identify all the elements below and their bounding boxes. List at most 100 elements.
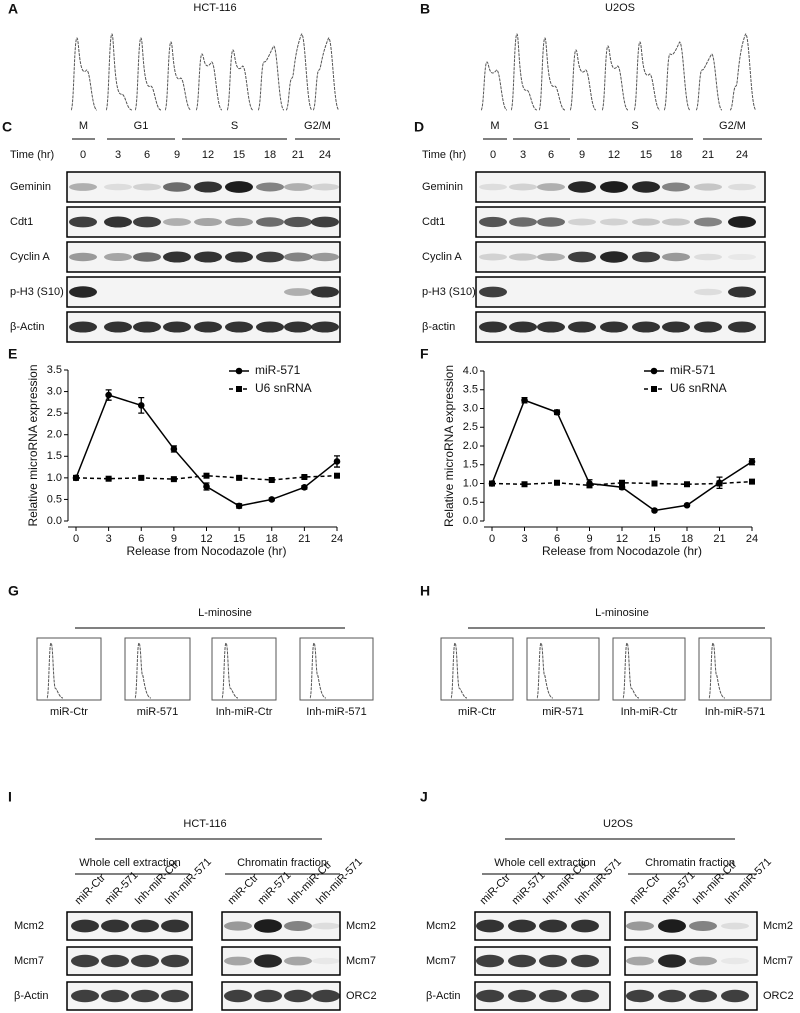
x-tick-label: 12 xyxy=(616,533,628,545)
blot-band xyxy=(284,216,312,228)
blot-band xyxy=(476,989,504,1003)
panel-label: H xyxy=(420,583,430,599)
time-label: Time (hr) xyxy=(10,149,54,161)
panel-label: D xyxy=(414,119,424,135)
blot-band xyxy=(626,956,654,966)
blot-band xyxy=(284,989,312,1003)
flow-box xyxy=(612,637,686,701)
flow-histogram xyxy=(221,642,239,699)
panel-label: F xyxy=(420,346,429,362)
legend-marker xyxy=(236,386,242,392)
blot-band xyxy=(721,922,749,930)
blot-band xyxy=(101,989,129,1003)
blot-band xyxy=(662,182,690,192)
y-tick-label: 4.0 xyxy=(463,365,478,377)
flow-histogram xyxy=(164,41,192,111)
blot-band xyxy=(537,217,565,227)
blot-band xyxy=(312,957,340,965)
phase-label: M xyxy=(79,120,88,132)
blot-band xyxy=(284,921,312,931)
flow-histogram xyxy=(134,37,162,111)
blot-band xyxy=(568,321,596,333)
group-label: Chromatin fraction xyxy=(237,857,327,869)
lane-label: miR-Ctr xyxy=(478,872,514,908)
flow-histogram xyxy=(536,642,554,699)
blot-band xyxy=(728,183,756,191)
blot-row-label: Geminin xyxy=(10,181,51,193)
blot-band xyxy=(632,181,660,193)
data-point xyxy=(170,476,177,483)
x-tick-label: 24 xyxy=(331,533,343,545)
series-line xyxy=(491,399,753,512)
condition-label: Inh-miR-Ctr xyxy=(621,706,678,718)
blot-band xyxy=(694,288,722,296)
time-point: 12 xyxy=(608,149,620,161)
blot-band xyxy=(71,954,99,968)
blot-row-label: Cdt1 xyxy=(10,216,33,228)
blot-band xyxy=(163,251,191,263)
blot-band xyxy=(284,183,312,191)
time-point: 0 xyxy=(490,149,496,161)
time-point: 3 xyxy=(115,149,121,161)
blot-band xyxy=(568,181,596,193)
x-tick-label: 21 xyxy=(713,533,725,545)
condition-label: miR-Ctr xyxy=(458,706,496,718)
y-tick-label: 0.5 xyxy=(463,496,478,508)
blot-band xyxy=(133,252,161,262)
data-point xyxy=(521,481,528,488)
blot-band xyxy=(161,919,189,933)
blot-row-label: Cdt1 xyxy=(422,216,445,228)
panel-title: U2OS xyxy=(603,818,633,830)
legend-label: miR-571 xyxy=(255,363,301,377)
blot-band xyxy=(224,956,252,966)
panel-label: C xyxy=(2,119,12,135)
flow-box xyxy=(211,637,277,701)
blot-band xyxy=(479,321,507,333)
blot-band xyxy=(479,183,507,191)
flow-histogram xyxy=(729,33,757,111)
blot-row-label: Mcm2 xyxy=(763,920,793,932)
group-label: Whole cell extraction xyxy=(494,857,596,869)
panel-label: B xyxy=(420,1,430,17)
blot-band xyxy=(689,989,717,1003)
data-point xyxy=(301,473,308,480)
y-tick-label: 2.0 xyxy=(463,440,478,452)
lane-label: miR-Ctr xyxy=(226,872,262,908)
y-tick-label: 3.0 xyxy=(463,402,478,414)
x-tick-label: 21 xyxy=(298,533,310,545)
x-tick-label: 18 xyxy=(681,533,693,545)
blot-band xyxy=(694,253,722,261)
lane-label: miR-571 xyxy=(660,869,698,907)
blot-band xyxy=(632,218,660,226)
blot-row-label: β-actin xyxy=(422,321,455,333)
panel-title: U2OS xyxy=(605,2,635,14)
flow-histogram xyxy=(663,41,691,111)
blot-row-label: Mcm7 xyxy=(426,955,456,967)
blot-band xyxy=(194,251,222,263)
blot-frame xyxy=(624,946,758,976)
flow-box xyxy=(698,637,772,701)
blot-band xyxy=(71,989,99,1003)
blot-band xyxy=(600,218,628,226)
blot-band xyxy=(163,182,191,192)
data-point xyxy=(748,458,756,466)
y-tick-label: 3.5 xyxy=(463,384,478,396)
x-tick-label: 15 xyxy=(233,533,245,545)
blot-band xyxy=(254,954,282,968)
blot-band xyxy=(658,919,686,933)
blot-band xyxy=(225,181,253,193)
blot-band xyxy=(537,321,565,333)
blot-band xyxy=(311,321,339,333)
blot-band xyxy=(539,954,567,968)
blot-row-label: p-H3 (S10) xyxy=(10,286,64,298)
blot-band xyxy=(101,919,129,933)
blot-band xyxy=(508,954,536,968)
time-point: 24 xyxy=(319,149,331,161)
y-tick-label: 0.5 xyxy=(47,493,62,505)
x-tick-label: 24 xyxy=(746,533,758,545)
blot-band xyxy=(694,321,722,333)
data-point xyxy=(333,458,341,465)
blot-row-label: β-Actin xyxy=(14,990,48,1002)
flow-box xyxy=(440,637,514,701)
blot-band xyxy=(101,954,129,968)
